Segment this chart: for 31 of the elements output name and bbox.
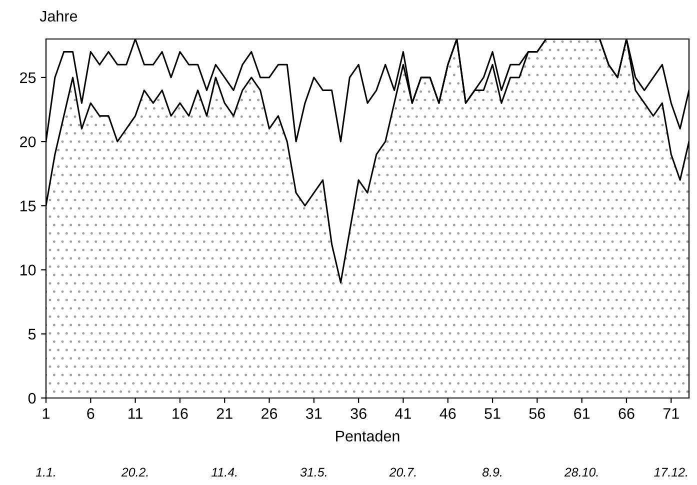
x-tick-label: 1	[42, 408, 50, 419]
y-tick-label: 15	[20, 200, 36, 212]
y-tick-label: 5	[28, 328, 36, 340]
x2-tick-label: 8.9.	[482, 468, 502, 477]
x-tick-label: 66	[618, 408, 634, 419]
x-tick-label: 46	[440, 408, 456, 419]
x-tick-label: 11	[128, 408, 142, 419]
x-tick-label: 21	[216, 408, 232, 419]
x-tick-label: 56	[529, 408, 546, 419]
x2-tick-label: 20.2.	[121, 468, 148, 477]
x-axis-title: Pentaden	[336, 430, 400, 442]
y-tick-label: 25	[20, 72, 36, 84]
y-tick-label: 20	[20, 136, 36, 148]
x-tick-label: 26	[262, 408, 278, 419]
y-tick-label: 0	[28, 392, 36, 404]
x2-tick-label: 1.1.	[36, 468, 55, 477]
y-axis-title: Jahre	[40, 10, 78, 22]
x2-tick-label: 11.4.	[211, 468, 237, 477]
x-tick-label: 36	[350, 408, 366, 419]
x-tick-label: 41	[395, 408, 411, 419]
x-tick-label: 71	[663, 408, 679, 419]
x-tick-label: 61	[574, 408, 590, 419]
x2-tick-label: 31.5.	[300, 468, 326, 477]
x2-tick-label: 28.10.	[564, 468, 598, 477]
x-tick-label: 16	[172, 408, 188, 419]
x2-tick-label: 20.7.	[389, 468, 416, 477]
x2-tick-label: 17.12.	[654, 468, 687, 477]
x-tick-label: 6	[87, 408, 94, 419]
x-tick-label: 51	[484, 408, 500, 419]
x-tick-label: 31	[306, 408, 322, 419]
y-tick-label: 10	[20, 264, 36, 276]
